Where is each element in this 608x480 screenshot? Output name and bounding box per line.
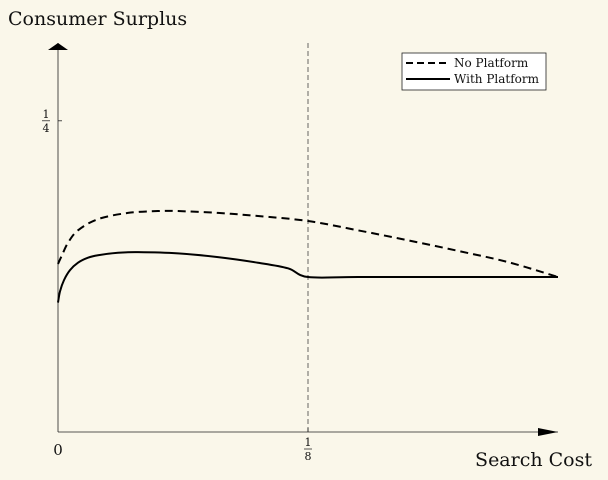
x-tick-label-numerator: 1 xyxy=(305,436,312,449)
legend-box xyxy=(401,52,547,91)
series-line-with-platform xyxy=(57,251,558,303)
legend-label-with-platform: With Platform xyxy=(454,72,540,86)
legend: No Platform With Platform xyxy=(401,52,547,91)
y-axis-label: Consumer Surplus xyxy=(8,8,187,30)
y-axis-arrow xyxy=(48,43,68,50)
x-tick-label: 0 xyxy=(53,441,63,459)
x-axis-arrow xyxy=(538,428,558,436)
y-tick-label-numerator: 1 xyxy=(43,108,50,121)
x-tick-label-denominator: 8 xyxy=(305,450,312,463)
y-tick-label-denominator: 4 xyxy=(43,122,50,135)
x-axis-label: Search Cost xyxy=(475,449,592,471)
legend-label-no-platform: No Platform xyxy=(454,56,529,70)
series-line-no-platform xyxy=(57,209,559,278)
